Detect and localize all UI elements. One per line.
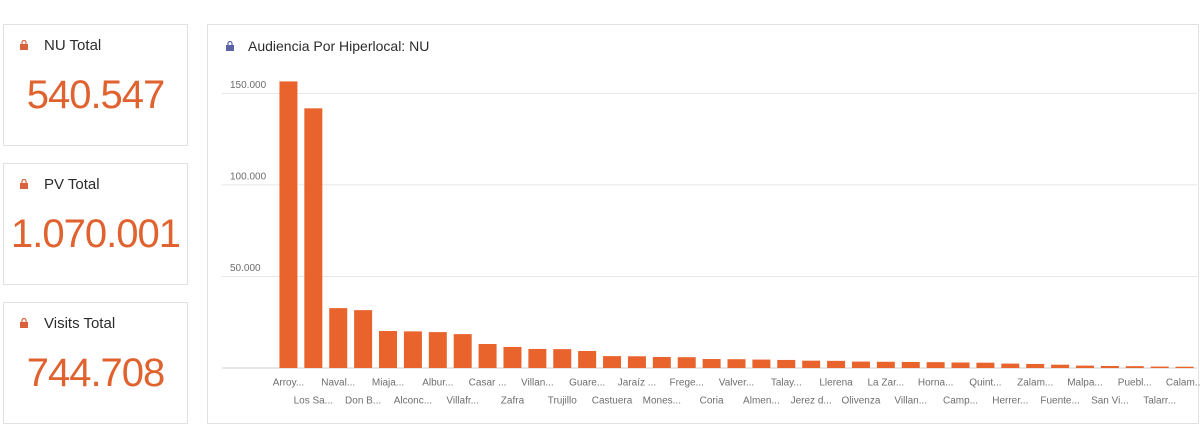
bar (478, 344, 497, 368)
bar (453, 334, 472, 368)
bar (926, 362, 945, 368)
kpi-title: Visits Total (44, 315, 116, 332)
kpi-value: 540.547 (26, 73, 166, 117)
x-tick-label: Almen... (743, 396, 780, 407)
x-tick-label: Villan... (521, 378, 554, 389)
bar (1051, 364, 1070, 368)
lock-icon (20, 318, 28, 328)
bar (1100, 365, 1119, 368)
bar (827, 360, 846, 368)
x-tick-label: Valver... (719, 378, 754, 389)
bar (428, 332, 447, 368)
bar (1125, 366, 1144, 368)
bar (752, 359, 771, 368)
kpi-card: PV Total 1.070.001 (3, 163, 188, 285)
x-tick-label: Horna... (918, 378, 954, 389)
x-tick-label: Puebl... (1118, 378, 1152, 389)
bar (727, 359, 746, 368)
x-tick-label: Arroy... (273, 378, 304, 389)
x-tick-label: Casar ... (469, 378, 507, 389)
bar (677, 357, 696, 368)
x-tick-label: Calam... (1166, 378, 1200, 389)
x-tick-label: Frege... (669, 378, 703, 389)
x-tick-label: Albur... (422, 378, 453, 389)
bar (777, 359, 796, 368)
x-tick-label: Talarr... (1143, 396, 1176, 407)
chart-title: Audiencia Por Hiperlocal: NU (248, 38, 430, 54)
bar (1075, 365, 1094, 368)
x-tick-label: Villan... (894, 396, 927, 407)
y-tick-label: 100.000 (230, 172, 267, 183)
bar (851, 361, 870, 368)
x-tick-label: Villafr... (446, 396, 479, 407)
chart-card: Audiencia Por Hiperlocal: NU (207, 24, 1199, 424)
x-tick-label: Zalam... (1017, 378, 1053, 389)
x-tick-label: Herrer... (992, 396, 1028, 407)
bar (876, 361, 895, 368)
x-tick-label: Jaraíz ... (618, 378, 656, 389)
x-tick-label: Alconc... (394, 396, 432, 407)
x-tick-label: San Vi... (1091, 396, 1129, 407)
bar (627, 356, 646, 368)
x-tick-label: Zafra (501, 396, 525, 407)
bar (603, 356, 622, 368)
lock-icon (226, 41, 234, 51)
x-tick-label: Llerena (819, 378, 853, 389)
bar (354, 310, 373, 368)
bar (403, 331, 422, 368)
lock-icon (20, 179, 28, 189)
bar (503, 346, 522, 368)
kpi-value: 1.070.001 (11, 212, 181, 256)
kpi-card: NU Total 540.547 (3, 24, 188, 146)
x-tick-label: Los Sa... (294, 396, 333, 407)
bar (901, 361, 920, 368)
bar (578, 350, 597, 368)
bar (1150, 366, 1169, 368)
x-tick-label: La Zar... (868, 378, 905, 389)
bar (329, 308, 348, 368)
kpi-title: NU Total (44, 37, 102, 54)
x-tick-label: Malpa... (1067, 378, 1103, 389)
x-tick-label: Mones... (643, 396, 681, 407)
x-tick-label: Quint... (969, 378, 1001, 389)
x-tick-label: Guare... (569, 378, 605, 389)
x-tick-label: Don B... (345, 396, 381, 407)
bar (951, 362, 970, 368)
x-tick-label: Jerez d... (791, 396, 832, 407)
x-tick-label: Coria (700, 396, 724, 407)
bar (976, 362, 995, 368)
bar (528, 348, 547, 368)
bar (279, 81, 298, 369)
y-tick-label: 50.000 (230, 263, 261, 274)
bar (652, 357, 671, 368)
x-tick-label: Miaja... (372, 378, 404, 389)
kpi-value: 744.708 (26, 351, 166, 395)
x-tick-label: Talay... (771, 378, 802, 389)
x-tick-label: Fuente... (1040, 396, 1079, 407)
bar (1026, 363, 1045, 368)
y-tick-label: 150.000 (230, 80, 267, 91)
bar (802, 360, 821, 368)
bar (304, 108, 323, 369)
kpi-title: PV Total (44, 176, 100, 193)
x-tick-label: Camp... (943, 396, 978, 407)
bar (553, 349, 572, 368)
x-tick-label: Olivenza (842, 396, 881, 407)
x-tick-label: Castuera (592, 396, 633, 407)
bar (702, 359, 721, 368)
bar (379, 331, 398, 368)
x-tick-label: Trujillo (548, 396, 578, 407)
x-tick-label: Naval... (321, 378, 355, 389)
bar (1175, 366, 1194, 368)
bar (1001, 363, 1020, 368)
lock-icon (20, 40, 28, 50)
